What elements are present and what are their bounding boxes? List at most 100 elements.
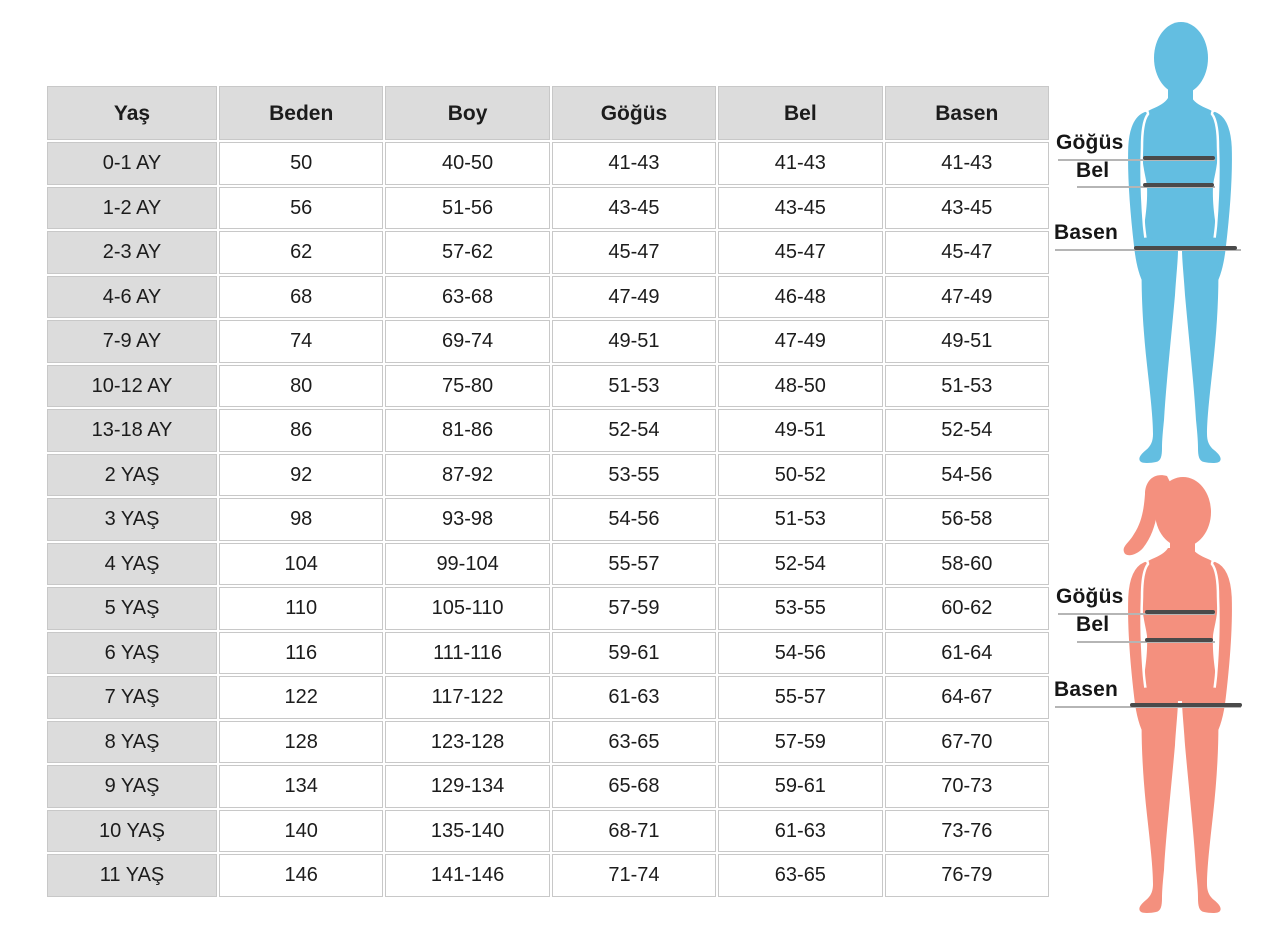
value-cell: 50-52	[718, 453, 883, 496]
column-header: Basen	[884, 86, 1049, 140]
table-row: 4 YAŞ 104 99-104 55-57 52-54 58-60	[47, 542, 1049, 585]
table-row: 2-3 AY 62 57-62 45-47 45-47 45-47	[47, 231, 1049, 274]
value-cell: 123-128	[385, 720, 550, 763]
age-cell: 10-12 AY	[47, 364, 217, 407]
value-cell: 51-53	[718, 498, 883, 541]
value-cell: 63-68	[385, 275, 550, 318]
value-cell: 140	[219, 809, 384, 852]
value-cell: 71-74	[551, 854, 717, 897]
age-cell: 3 YAŞ	[47, 498, 217, 541]
column-header: Boy	[385, 86, 550, 140]
value-cell: 86	[219, 409, 384, 452]
value-cell: 92	[219, 453, 384, 496]
value-cell: 57-59	[718, 720, 883, 763]
table-row: 10-12 AY 80 75-80 51-53 48-50 51-53	[47, 364, 1049, 407]
table-body: 0-1 AY 50 40-50 41-43 41-43 41-43 1-2 AY 56 51-5…	[47, 142, 1049, 897]
table-row: 2 YAŞ 92 87-92 53-55 50-52 54-56	[47, 453, 1049, 496]
value-cell: 41-43	[884, 142, 1049, 185]
girl-waist-label: Bel	[1076, 613, 1110, 636]
value-cell: 52-54	[884, 409, 1049, 452]
value-cell: 54-56	[551, 498, 717, 541]
column-header: Bel	[718, 86, 883, 140]
age-cell: 9 YAŞ	[47, 765, 217, 808]
girl-chest-measure-line	[1145, 610, 1215, 614]
table-row: 1-2 AY 56 51-56 43-45 43-45 43-45	[47, 186, 1049, 229]
value-cell: 57-62	[385, 231, 550, 274]
boy-silhouette-icon	[1125, 22, 1235, 463]
value-cell: 75-80	[385, 364, 550, 407]
value-cell: 68-71	[551, 809, 717, 852]
value-cell: 93-98	[385, 498, 550, 541]
value-cell: 48-50	[718, 364, 883, 407]
table-row: 13-18 AY 86 81-86 52-54 49-51 52-54	[47, 409, 1049, 452]
boy-waist-label: Bel	[1076, 159, 1110, 182]
value-cell: 69-74	[385, 320, 550, 363]
age-cell: 7-9 AY	[47, 320, 217, 363]
value-cell: 40-50	[385, 142, 550, 185]
value-cell: 61-64	[884, 631, 1049, 674]
value-cell: 49-51	[884, 320, 1049, 363]
value-cell: 43-45	[718, 186, 883, 229]
value-cell: 47-49	[551, 275, 717, 318]
value-cell: 135-140	[385, 809, 550, 852]
table-row: 6 YAŞ 116 111-116 59-61 54-56 61-64	[47, 631, 1049, 674]
value-cell: 70-73	[884, 765, 1049, 808]
age-cell: 11 YAŞ	[47, 854, 217, 897]
boy-hip-guide-line	[1055, 249, 1241, 251]
value-cell: 46-48	[718, 275, 883, 318]
age-cell: 5 YAŞ	[47, 587, 217, 630]
value-cell: 122	[219, 676, 384, 719]
table-row: 9 YAŞ 134 129-134 65-68 59-61 70-73	[47, 765, 1049, 808]
table-row: 5 YAŞ 110 105-110 57-59 53-55 60-62	[47, 587, 1049, 630]
value-cell: 49-51	[718, 409, 883, 452]
value-cell: 43-45	[551, 186, 717, 229]
age-cell: 13-18 AY	[47, 409, 217, 452]
value-cell: 76-79	[884, 854, 1049, 897]
age-cell: 6 YAŞ	[47, 631, 217, 674]
value-cell: 56	[219, 186, 384, 229]
value-cell: 62	[219, 231, 384, 274]
value-cell: 41-43	[551, 142, 717, 185]
value-cell: 63-65	[551, 720, 717, 763]
value-cell: 87-92	[385, 453, 550, 496]
value-cell: 52-54	[718, 542, 883, 585]
boy-hip-label: Basen	[1054, 221, 1119, 244]
boy-hip-measure-line	[1134, 246, 1237, 250]
header-row: Yaş Beden Boy Göğüs Bel Basen	[47, 86, 1049, 140]
table-row: 11 YAŞ 146 141-146 71-74 63-65 76-79	[47, 854, 1049, 897]
column-header: Göğüs	[551, 86, 717, 140]
boy-waist-guide-line	[1077, 186, 1215, 188]
value-cell: 63-65	[718, 854, 883, 897]
value-cell: 116	[219, 631, 384, 674]
column-header: Yaş	[47, 86, 217, 140]
value-cell: 98	[219, 498, 384, 541]
value-cell: 81-86	[385, 409, 550, 452]
table-row: 4-6 AY 68 63-68 47-49 46-48 47-49	[47, 275, 1049, 318]
value-cell: 99-104	[385, 542, 550, 585]
value-cell: 54-56	[884, 453, 1049, 496]
age-cell: 2 YAŞ	[47, 453, 217, 496]
value-cell: 60-62	[884, 587, 1049, 630]
value-cell: 51-53	[551, 364, 717, 407]
girl-waist-measure-line	[1145, 638, 1213, 642]
size-chart-table: Yaş Beden Boy Göğüs Bel Basen 0-1 AY 50 40-50 41…	[45, 84, 1051, 899]
value-cell: 80	[219, 364, 384, 407]
value-cell: 59-61	[551, 631, 717, 674]
value-cell: 129-134	[385, 765, 550, 808]
age-cell: 8 YAŞ	[47, 720, 217, 763]
value-cell: 49-51	[551, 320, 717, 363]
boy-waist-measure-line	[1143, 183, 1214, 187]
value-cell: 56-58	[884, 498, 1049, 541]
age-cell: 1-2 AY	[47, 186, 217, 229]
value-cell: 55-57	[551, 542, 717, 585]
value-cell: 110	[219, 587, 384, 630]
value-cell: 74	[219, 320, 384, 363]
table-row: 10 YAŞ 140 135-140 68-71 61-63 73-76	[47, 809, 1049, 852]
age-cell: 2-3 AY	[47, 231, 217, 274]
value-cell: 57-59	[551, 587, 717, 630]
table-row: 7-9 AY 74 69-74 49-51 47-49 49-51	[47, 320, 1049, 363]
age-cell: 4 YAŞ	[47, 542, 217, 585]
table-row: 7 YAŞ 122 117-122 61-63 55-57 64-67	[47, 676, 1049, 719]
value-cell: 47-49	[718, 320, 883, 363]
